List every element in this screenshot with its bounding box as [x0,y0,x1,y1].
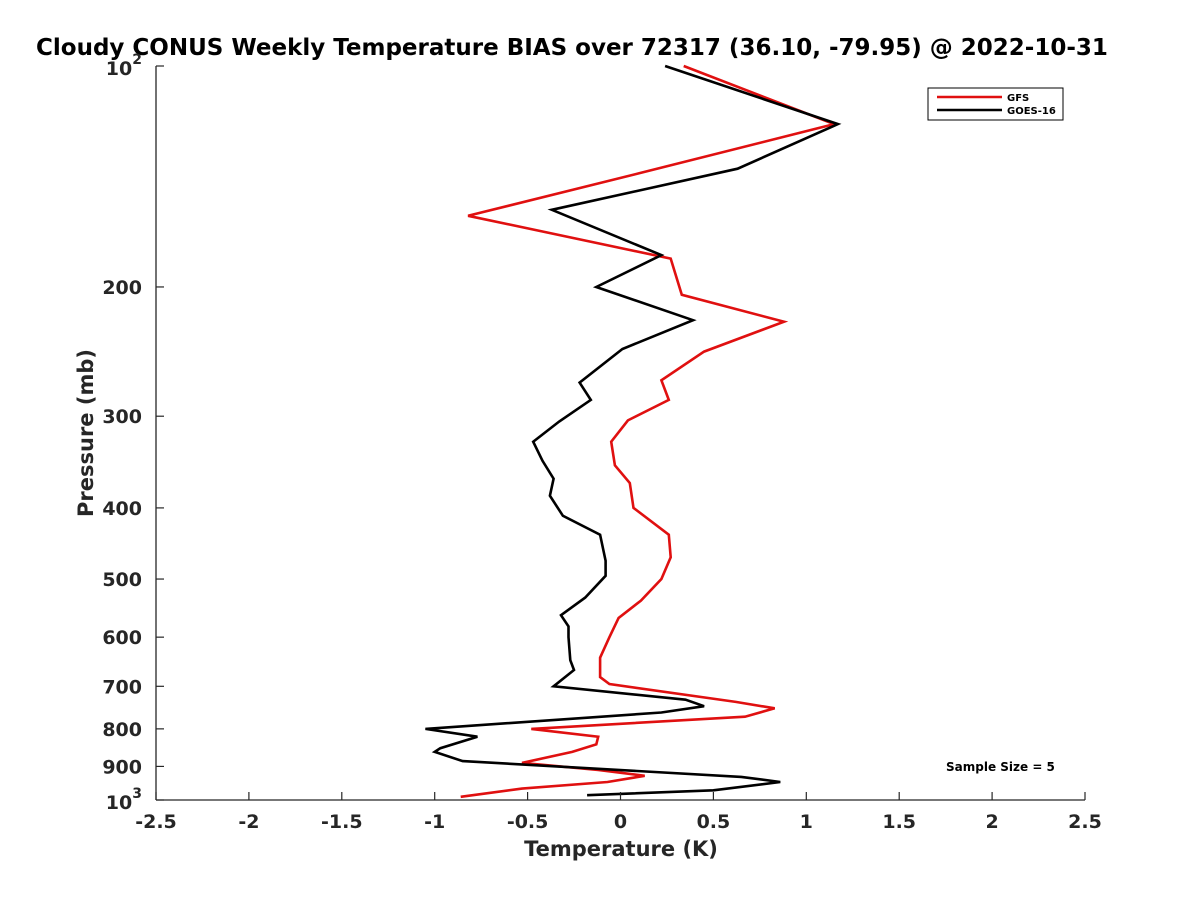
x-tick-label: -2 [238,811,259,833]
y-axis-label: Pressure (mb) [74,349,98,517]
y-tick-label: 500 [102,569,142,591]
x-ticks: -2.5 -2 -1.5 -1 -0.5 0 0.5 1 1.5 2 2.5 [135,792,1102,833]
y-tick-label: 400 [102,498,142,520]
y-tick-label: 700 [102,676,142,698]
legend: GFS GOES-16 [927,87,1064,121]
x-tick-label: -1 [424,811,445,833]
y-tick-label: 800 [102,719,142,741]
x-tick-label: 2 [985,811,998,833]
x-tick-label: -1.5 [321,811,363,833]
x-tick-label: 0.5 [697,811,731,833]
y-ticks: 102 200 300 400 500 600 700 800 900 103 [102,52,164,814]
chart-title: Cloudy CONUS Weekly Temperature BIAS ove… [36,35,1108,61]
series-line-gfs [460,64,839,799]
y-tick-label: 103 [106,786,142,814]
y-tick-label: 200 [102,277,142,299]
x-tick-label: 2.5 [1068,811,1102,833]
y-tick-label: 300 [102,406,142,428]
x-tick-label: -2.5 [135,811,177,833]
x-axis-label: Temperature (K) [524,837,718,861]
x-tick-label: 1 [800,811,813,833]
x-tick-label: 1.5 [882,811,916,833]
sample-size-annotation: Sample Size = 5 [946,760,1055,774]
legend-box [927,87,1064,121]
y-tick-label: 600 [102,627,142,649]
legend-label-gfs: GFS [1007,93,1029,104]
series-layer [425,64,842,799]
y-tick-label: 102 [106,52,142,80]
x-tick-label: -0.5 [507,811,549,833]
series-line-goes-16 [425,64,842,797]
legend-label-goes16: GOES-16 [1007,106,1056,117]
x-tick-label: 0 [614,811,627,833]
y-tick-label: 900 [102,756,142,778]
